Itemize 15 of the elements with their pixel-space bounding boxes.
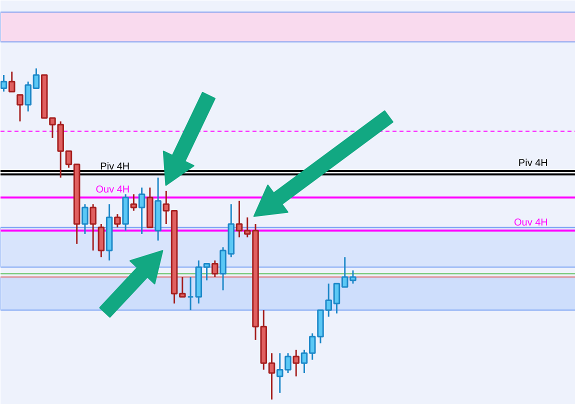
candlestick [16,94,24,122]
ref-line-label: Piv 4H [518,158,548,170]
ref-line-label: Ouv 4H [96,184,130,196]
candlestick [114,213,121,228]
candlestick [82,203,88,235]
candlestick [98,223,105,258]
candlestick [90,203,96,252]
candlestick [138,186,146,235]
candlestick [187,276,194,311]
ref-line-label: Piv 4H [100,161,130,172]
candlestick [292,349,300,378]
candlestick [8,70,16,92]
candlestick [130,193,138,212]
ref-line-label: Ouv 4H [514,218,548,229]
candlestick [0,74,8,92]
